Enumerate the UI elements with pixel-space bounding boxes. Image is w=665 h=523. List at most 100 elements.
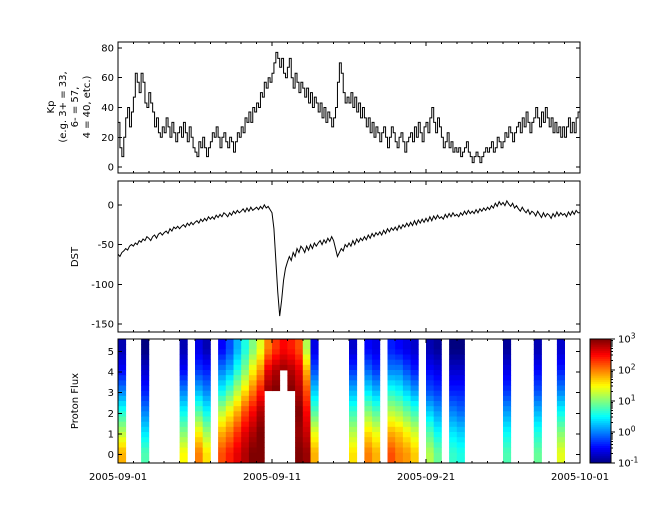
heatmap-cell: [456, 375, 465, 381]
heatmap-cell: [395, 349, 404, 355]
heatmap-cell: [402, 411, 411, 417]
heatmap-cell: [295, 380, 304, 386]
heatmap-cell: [256, 432, 265, 438]
heatmap-cell: [449, 457, 458, 464]
heatmap-cell: [272, 370, 281, 376]
heatmap-cell: [179, 452, 188, 459]
heatmap-cell: [456, 395, 465, 402]
heatmap-cell: [556, 375, 565, 381]
heatmap-cell: [433, 437, 442, 443]
heatmap-cell: [218, 442, 227, 448]
heatmap-cell: [202, 432, 211, 438]
heatmap-cell: [533, 364, 542, 371]
heatmap-cell: [302, 364, 311, 371]
colorbar-swatch: [590, 428, 611, 431]
heatmap-cell: [233, 364, 242, 371]
heatmap-cell: [233, 339, 242, 345]
heatmap-cell: [256, 395, 265, 402]
heatmap-cell: [556, 421, 565, 428]
heatmap-cell: [272, 354, 281, 361]
heatmap-cell: [218, 406, 227, 412]
heatmap-cell: [410, 401, 419, 407]
heatmap-cell: [364, 359, 373, 366]
heatmap-cell: [372, 452, 381, 459]
heatmap-cell: [364, 432, 373, 438]
heatmap-cell: [426, 432, 435, 438]
heatmap-cell: [372, 442, 381, 448]
heatmap-cell: [349, 437, 358, 443]
heatmap-cell: [179, 354, 188, 361]
heatmap-cell: [233, 452, 242, 459]
heatmap-cell: [218, 411, 227, 417]
heatmap-cell: [449, 380, 458, 386]
heatmap-cell: [195, 344, 204, 350]
heatmap-cell: [141, 375, 150, 381]
heatmap-cell: [118, 452, 127, 459]
heatmap-cell: [248, 349, 257, 355]
heatmap-cell: [533, 380, 542, 386]
heatmap-cell: [225, 452, 234, 459]
heatmap-cell: [225, 390, 234, 397]
heatmap-cell: [287, 359, 296, 366]
heatmap-cell: [302, 442, 311, 448]
heatmap-cell: [456, 370, 465, 376]
colorbar-swatch: [590, 420, 611, 423]
heatmap-cell: [395, 354, 404, 361]
heatmap-cell: [248, 380, 257, 386]
heatmap-cell: [264, 344, 273, 350]
heatmap-cell: [141, 380, 150, 386]
heatmap-cell: [202, 395, 211, 402]
colorbar-swatch: [590, 459, 611, 462]
colorbar-swatch: [590, 426, 611, 429]
heatmap-cell: [233, 370, 242, 376]
heatmap-cell: [387, 390, 396, 397]
heatmap-cell: [410, 416, 419, 423]
heatmap-cell: [533, 416, 542, 423]
colorbar-swatch: [590, 389, 611, 392]
heatmap-cell: [179, 437, 188, 443]
heatmap-cell: [310, 385, 319, 392]
heatmap-cell: [433, 401, 442, 407]
heatmap-cell: [503, 421, 512, 428]
heatmap-cell: [202, 385, 211, 392]
heatmap-cell: [241, 421, 250, 428]
heatmap-cell: [410, 370, 419, 376]
heatmap-cell: [195, 375, 204, 381]
heatmap-cell: [202, 442, 211, 448]
heatmap-cell: [233, 354, 242, 361]
heatmap-cell: [241, 344, 250, 350]
heatmap-cell: [395, 406, 404, 412]
heatmap-cell: [556, 432, 565, 438]
heatmap-cell: [218, 437, 227, 443]
heatmap-cell: [533, 442, 542, 448]
heatmap-cell: [202, 416, 211, 423]
kp-panel-axes: [117, 41, 581, 174]
heatmap-cell: [179, 349, 188, 355]
colorbar-swatch: [590, 368, 611, 371]
heatmap-cell: [256, 370, 265, 376]
heatmap-cell: [449, 395, 458, 402]
heatmap-cell: [372, 447, 381, 454]
heatmap-cell: [248, 344, 257, 350]
colorbar-swatch: [590, 383, 611, 386]
heatmap-cell: [302, 339, 311, 345]
heatmap-cell: [310, 354, 319, 361]
heatmap-cell: [426, 359, 435, 366]
heatmap-cell: [395, 390, 404, 397]
heatmap-cell: [503, 426, 512, 433]
heatmap-cell: [372, 401, 381, 407]
heatmap-cell: [449, 452, 458, 459]
heatmap-cell: [310, 349, 319, 355]
heatmap-cell: [310, 411, 319, 417]
heatmap-cell: [233, 385, 242, 392]
colorbar-swatch: [590, 455, 611, 458]
heatmap-cell: [225, 432, 234, 438]
heatmap-cell: [372, 375, 381, 381]
heatmap-cell: [179, 339, 188, 345]
heatmap-cell: [310, 375, 319, 381]
heatmap-cell: [410, 437, 419, 443]
heatmap-cell: [402, 437, 411, 443]
heatmap-cell: [349, 395, 358, 402]
heatmap-cell: [141, 390, 150, 397]
heatmap-cell: [433, 426, 442, 433]
